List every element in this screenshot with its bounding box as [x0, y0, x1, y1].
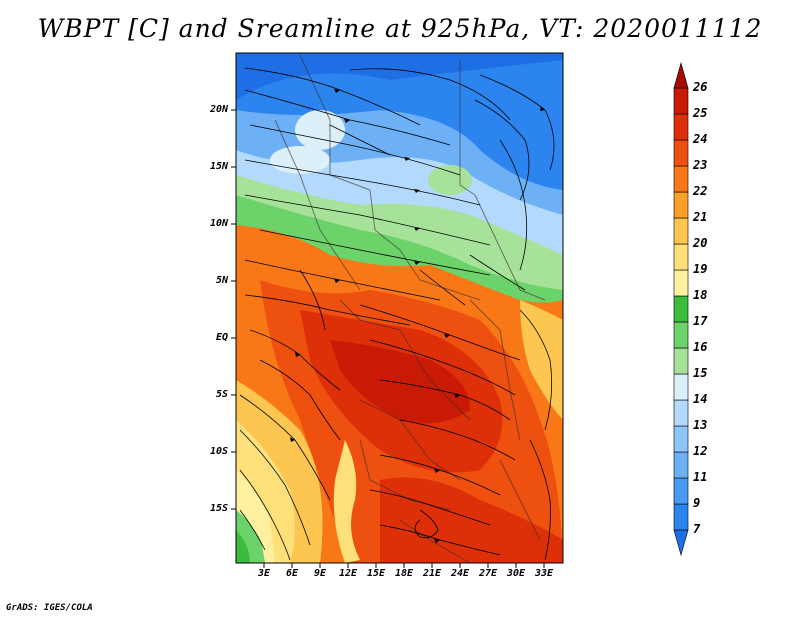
colorbar-label: 23	[693, 158, 708, 172]
colorbar-swatch	[673, 347, 689, 375]
colorbar-label: 19	[693, 262, 708, 276]
colorbar-label: 12	[693, 444, 708, 458]
colorbar-swatch	[673, 269, 689, 297]
colorbar-label: 7	[693, 522, 701, 536]
colorbar-swatch	[673, 217, 689, 245]
colorbar-swatch	[673, 503, 689, 531]
lon-label-21e: 21E	[422, 568, 442, 579]
lon-label-12e: 12E	[338, 568, 358, 579]
colorbar-swatch	[673, 295, 689, 323]
colorbar-arrow-low	[673, 529, 689, 557]
lat-label-eq: EQ	[215, 332, 228, 343]
lat-label-15n: 15N	[209, 161, 228, 172]
colorbar-label: 17	[693, 314, 708, 328]
lon-label-6e: 6E	[285, 568, 299, 579]
wbpt-field	[236, 53, 563, 563]
lon-label-24e: 24E	[450, 568, 470, 579]
colorbar-swatch	[673, 87, 689, 115]
colorbar-swatch	[673, 165, 689, 193]
colorbar-swatch	[673, 477, 689, 505]
colorbar-label: 21	[693, 210, 708, 224]
lon-label-18e: 18E	[394, 568, 414, 579]
grads-credit: GrADS: IGES/COLA	[6, 603, 93, 613]
lon-label-30e: 30E	[506, 568, 526, 579]
lon-ticks	[263, 563, 545, 568]
lon-label-27e: 27E	[478, 568, 498, 579]
lat-label-20n: 20N	[209, 104, 228, 115]
lat-label-10n: 10N	[209, 218, 228, 229]
lat-label-10s: 10S	[209, 446, 228, 457]
lon-label-3e: 3E	[257, 568, 271, 579]
streamline-arrows	[290, 89, 545, 543]
colorbar-swatch	[673, 425, 689, 453]
colorbar-label: 25	[693, 106, 708, 120]
colorbar-label: 22	[693, 184, 708, 198]
map-title: WBPT [C] and Sreamline at 925hPa, VT: 20…	[37, 14, 763, 43]
colorbar-label: 16	[693, 340, 708, 354]
lat-ticks	[231, 109, 236, 510]
colorbar-arrow-high	[673, 61, 689, 89]
lon-label-9e: 9E	[313, 568, 327, 579]
colorbar-swatch	[673, 451, 689, 479]
colorbar-swatch	[673, 243, 689, 271]
colorbar	[673, 61, 689, 557]
colorbar-label: 18	[693, 288, 708, 302]
lon-label-15e: 15E	[366, 568, 386, 579]
plot-frame	[235, 52, 564, 564]
colorbar-swatch	[673, 191, 689, 219]
colorbar-label: 11	[693, 470, 708, 484]
colorbar-label: 26	[693, 80, 708, 94]
colorbar-label: 20	[693, 236, 708, 250]
lon-label-33e: 33E	[534, 568, 554, 579]
colorbar-swatch	[673, 321, 689, 349]
colorbar-swatch	[673, 113, 689, 141]
colorbar-label: 9	[693, 496, 701, 510]
colorbar-label: 15	[693, 366, 708, 380]
country-borders	[274, 54, 546, 563]
lat-label-5n: 5N	[215, 275, 228, 286]
lat-label-15s: 15S	[209, 503, 228, 514]
colorbar-swatch	[673, 373, 689, 401]
colorbar-label: 14	[693, 392, 708, 406]
colorbar-label: 24	[693, 132, 708, 146]
colorbar-swatch	[673, 139, 689, 167]
lat-label-5s: 5S	[215, 389, 228, 400]
colorbar-label: 13	[693, 418, 708, 432]
colorbar-swatch	[673, 399, 689, 427]
